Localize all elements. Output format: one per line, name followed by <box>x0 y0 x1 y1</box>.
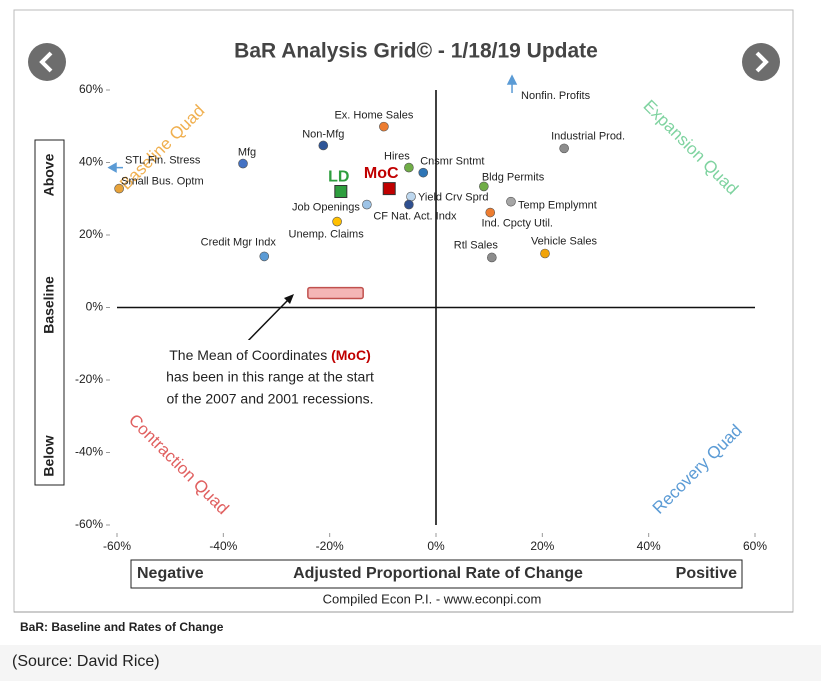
point <box>318 140 329 151</box>
point-label: Nonfin. Profits <box>521 90 591 102</box>
point <box>238 158 248 169</box>
point-label: Job Openings <box>292 201 360 213</box>
point <box>404 162 414 173</box>
prev-chevron[interactable] <box>39 51 53 73</box>
point <box>559 143 569 154</box>
point <box>107 162 123 173</box>
credit: Compiled Econ P.I. - www.econpi.com <box>323 591 542 606</box>
point-label: Ex. Home Sales <box>334 110 413 122</box>
point <box>487 252 497 263</box>
next-circle[interactable] <box>742 43 780 81</box>
point <box>540 248 550 259</box>
point-label: Hires <box>384 150 410 162</box>
point-label: Industrial Prod. <box>551 130 625 142</box>
point-label: Rtl Sales <box>454 239 499 251</box>
point-label: Vehicle Sales <box>531 235 598 247</box>
x-label-box <box>130 559 743 589</box>
prev-circle[interactable] <box>28 43 66 81</box>
point <box>332 216 342 227</box>
y-tick-label: -60% <box>75 517 103 531</box>
annotation-line: The Mean of Coordinates (MoC) <box>169 347 371 363</box>
annotation-arrowhead <box>284 294 294 304</box>
point-label-key: LD <box>328 169 349 186</box>
x-tick-label: 40% <box>637 539 661 553</box>
x-tick-label: 60% <box>743 539 767 553</box>
point-label-key: MoC <box>364 165 399 182</box>
x-axis-label: Adjusted Proportional Rate of Change <box>293 565 583 582</box>
point <box>334 185 348 198</box>
point-label: Temp Emplymnt <box>518 200 597 212</box>
point-label: Credit Mgr Indx <box>201 236 277 248</box>
point <box>406 191 416 202</box>
footer-note: BaR: Baseline and Rates of Change <box>20 620 224 634</box>
point-label: Yield Crv Sprd <box>418 191 489 203</box>
y-tick-label: 40% <box>79 155 103 169</box>
x-axis-label: Negative <box>137 565 204 582</box>
point <box>418 167 429 178</box>
annotation-line: has been in this range at the start <box>166 369 374 385</box>
source: (Source: David Rice) <box>12 653 160 670</box>
y-tick-label: -20% <box>75 372 103 386</box>
point-label: Mfg <box>238 146 256 158</box>
y-label-box <box>34 139 65 486</box>
point <box>506 196 516 207</box>
prev-button[interactable] <box>28 43 66 81</box>
next-chevron[interactable] <box>755 51 769 73</box>
annotation-moc: (MoC) <box>331 347 371 363</box>
point <box>362 199 372 210</box>
point-label: CF Nat. Act. Indx <box>373 210 457 222</box>
annotation-line: of the 2007 and 2001 recessions. <box>166 391 373 407</box>
y-tick-label: 60% <box>79 82 103 96</box>
x-axis-label: Positive <box>676 565 737 582</box>
point <box>479 181 489 192</box>
chart-title: BaR Analysis Grid© - 1/18/19 Update <box>234 40 598 63</box>
next-button[interactable] <box>742 43 780 81</box>
annotation-box <box>140 340 405 412</box>
x-tick-label: -40% <box>209 539 237 553</box>
point-label: Unemp. Claims <box>289 228 365 240</box>
point-label: Bldg Permits <box>482 171 545 183</box>
y-tick-label: 20% <box>79 227 103 241</box>
point <box>382 182 396 196</box>
y-axis-label: Below <box>41 435 57 476</box>
source-band <box>0 645 821 681</box>
y-tick-label: 0% <box>86 300 104 314</box>
annotation-text: The Mean of Coordinates <box>169 347 327 363</box>
point-label: STL Fin. Stress <box>125 154 201 166</box>
moc-range <box>307 286 364 300</box>
annotation-arrow <box>241 299 289 348</box>
point-label: Ind. Cpcty Util. <box>481 217 553 229</box>
x-tick-label: -20% <box>316 539 344 553</box>
x-tick-label: -60% <box>103 539 131 553</box>
point <box>404 199 414 210</box>
y-axis-label: Above <box>41 153 57 196</box>
point-label: Non-Mfg <box>302 128 344 140</box>
y-axis-label: Baseline <box>41 276 57 334</box>
point <box>506 74 518 93</box>
point-label: Cnsmr Sntmt <box>420 156 484 168</box>
y-tick-label: -40% <box>75 445 103 459</box>
point <box>485 207 496 218</box>
x-tick-label: 0% <box>427 539 445 553</box>
point <box>114 183 124 194</box>
point <box>379 121 389 132</box>
x-tick-label: 20% <box>530 539 554 553</box>
point <box>259 251 270 262</box>
point-label: Small Bus. Optm <box>121 176 204 188</box>
chart-frame <box>13 9 794 613</box>
